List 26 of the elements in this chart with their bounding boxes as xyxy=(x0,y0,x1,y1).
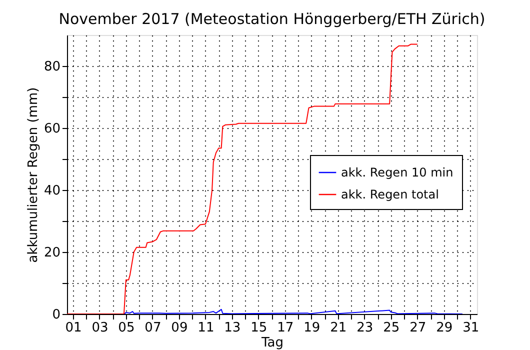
x-tick-label: 09 xyxy=(171,320,188,336)
x-tick-label: 05 xyxy=(118,320,135,336)
legend-label: akk. Regen total xyxy=(341,188,439,202)
x-tick-label: 27 xyxy=(410,320,426,336)
chart-title: November 2017 (Meteostation Hönggerberg/ETH Zürich) xyxy=(58,10,486,28)
x-tick-label: 31 xyxy=(462,320,480,336)
x-tick-label: 19 xyxy=(304,320,320,336)
y-tick-label: 60 xyxy=(44,122,60,136)
x-tick-label: 23 xyxy=(356,320,374,336)
y-tick-label: 40 xyxy=(44,184,60,198)
x-tick-label: 13 xyxy=(224,320,241,336)
y-tick-label: 0 xyxy=(52,308,60,322)
x-tick-label: 29 xyxy=(436,320,453,336)
y-axis-title: akkumulierter Regen (mm) xyxy=(26,87,41,263)
x-tick-label: 25 xyxy=(383,320,400,336)
y-tick-label: 20 xyxy=(44,246,60,260)
x-tick-label: 07 xyxy=(144,320,162,336)
x-tick-label: 03 xyxy=(92,320,108,336)
x-tick-label: 15 xyxy=(250,320,268,336)
x-tick-label: 21 xyxy=(330,320,347,336)
x-tick-label: 17 xyxy=(277,320,294,336)
legend-label: akk. Regen 10 min xyxy=(341,166,454,180)
x-axis-title: Tag xyxy=(260,336,284,350)
x-tick-label: 01 xyxy=(65,320,82,336)
y-tick-label: 80 xyxy=(44,60,60,74)
x-tick-label: 11 xyxy=(198,320,214,336)
